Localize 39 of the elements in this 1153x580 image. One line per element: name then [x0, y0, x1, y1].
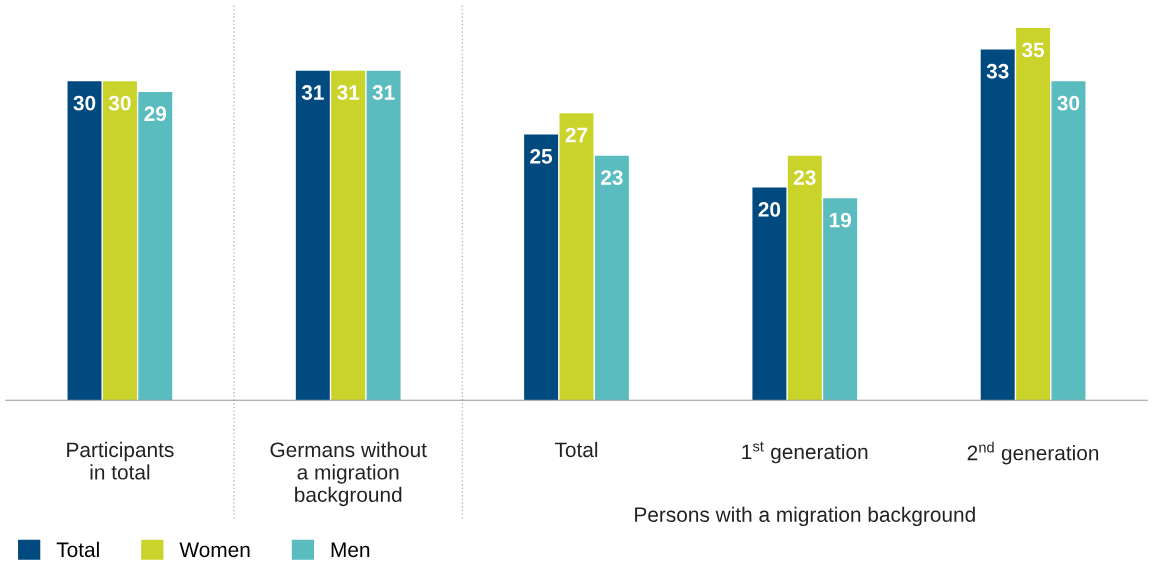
- data-label: 19: [829, 212, 851, 228]
- x-tick-label: Total: [554, 441, 598, 458]
- bar: [787, 155, 822, 401]
- bar: [102, 81, 137, 401]
- x-tick-label: Germans without a migration background: [270, 441, 427, 507]
- bar: [1051, 81, 1086, 401]
- bar: [559, 113, 594, 401]
- data-label: 31: [337, 85, 360, 100]
- data-label: 23: [601, 170, 623, 185]
- legend-label: Total: [56, 541, 99, 558]
- bar: [67, 81, 102, 401]
- data-label: 25: [530, 148, 553, 164]
- data-label: 27: [565, 127, 588, 143]
- data-label: 23: [793, 170, 816, 185]
- bar: [752, 187, 787, 401]
- bar: [980, 49, 1015, 401]
- x-tick-label: 1$^{st}$ generation: [742, 441, 868, 464]
- x-tick-label: Participants in total: [67, 441, 174, 480]
- bar: [366, 70, 401, 401]
- data-label: 31: [372, 85, 395, 100]
- bar: [823, 198, 858, 401]
- data-label: 35: [1021, 42, 1045, 58]
- legend-label: Women: [179, 542, 250, 558]
- bar: [594, 155, 629, 401]
- data-label: 30: [1057, 95, 1080, 111]
- bar: [331, 70, 366, 401]
- bar: [524, 134, 559, 401]
- data-label: 30: [73, 95, 96, 111]
- data-label: 30: [108, 95, 131, 111]
- data-label: 29: [144, 106, 167, 122]
- bar: [1016, 28, 1051, 401]
- bar: [295, 70, 330, 401]
- data-label: 31: [301, 85, 324, 100]
- text: Persons with a migration background: [635, 506, 975, 527]
- x-tick-label: 2$^{nd}$ generation: [967, 441, 1099, 465]
- bar: [138, 91, 173, 401]
- legend-label: Men: [331, 542, 370, 558]
- data-label: 33: [986, 63, 1009, 79]
- data-label: 20: [758, 202, 781, 217]
